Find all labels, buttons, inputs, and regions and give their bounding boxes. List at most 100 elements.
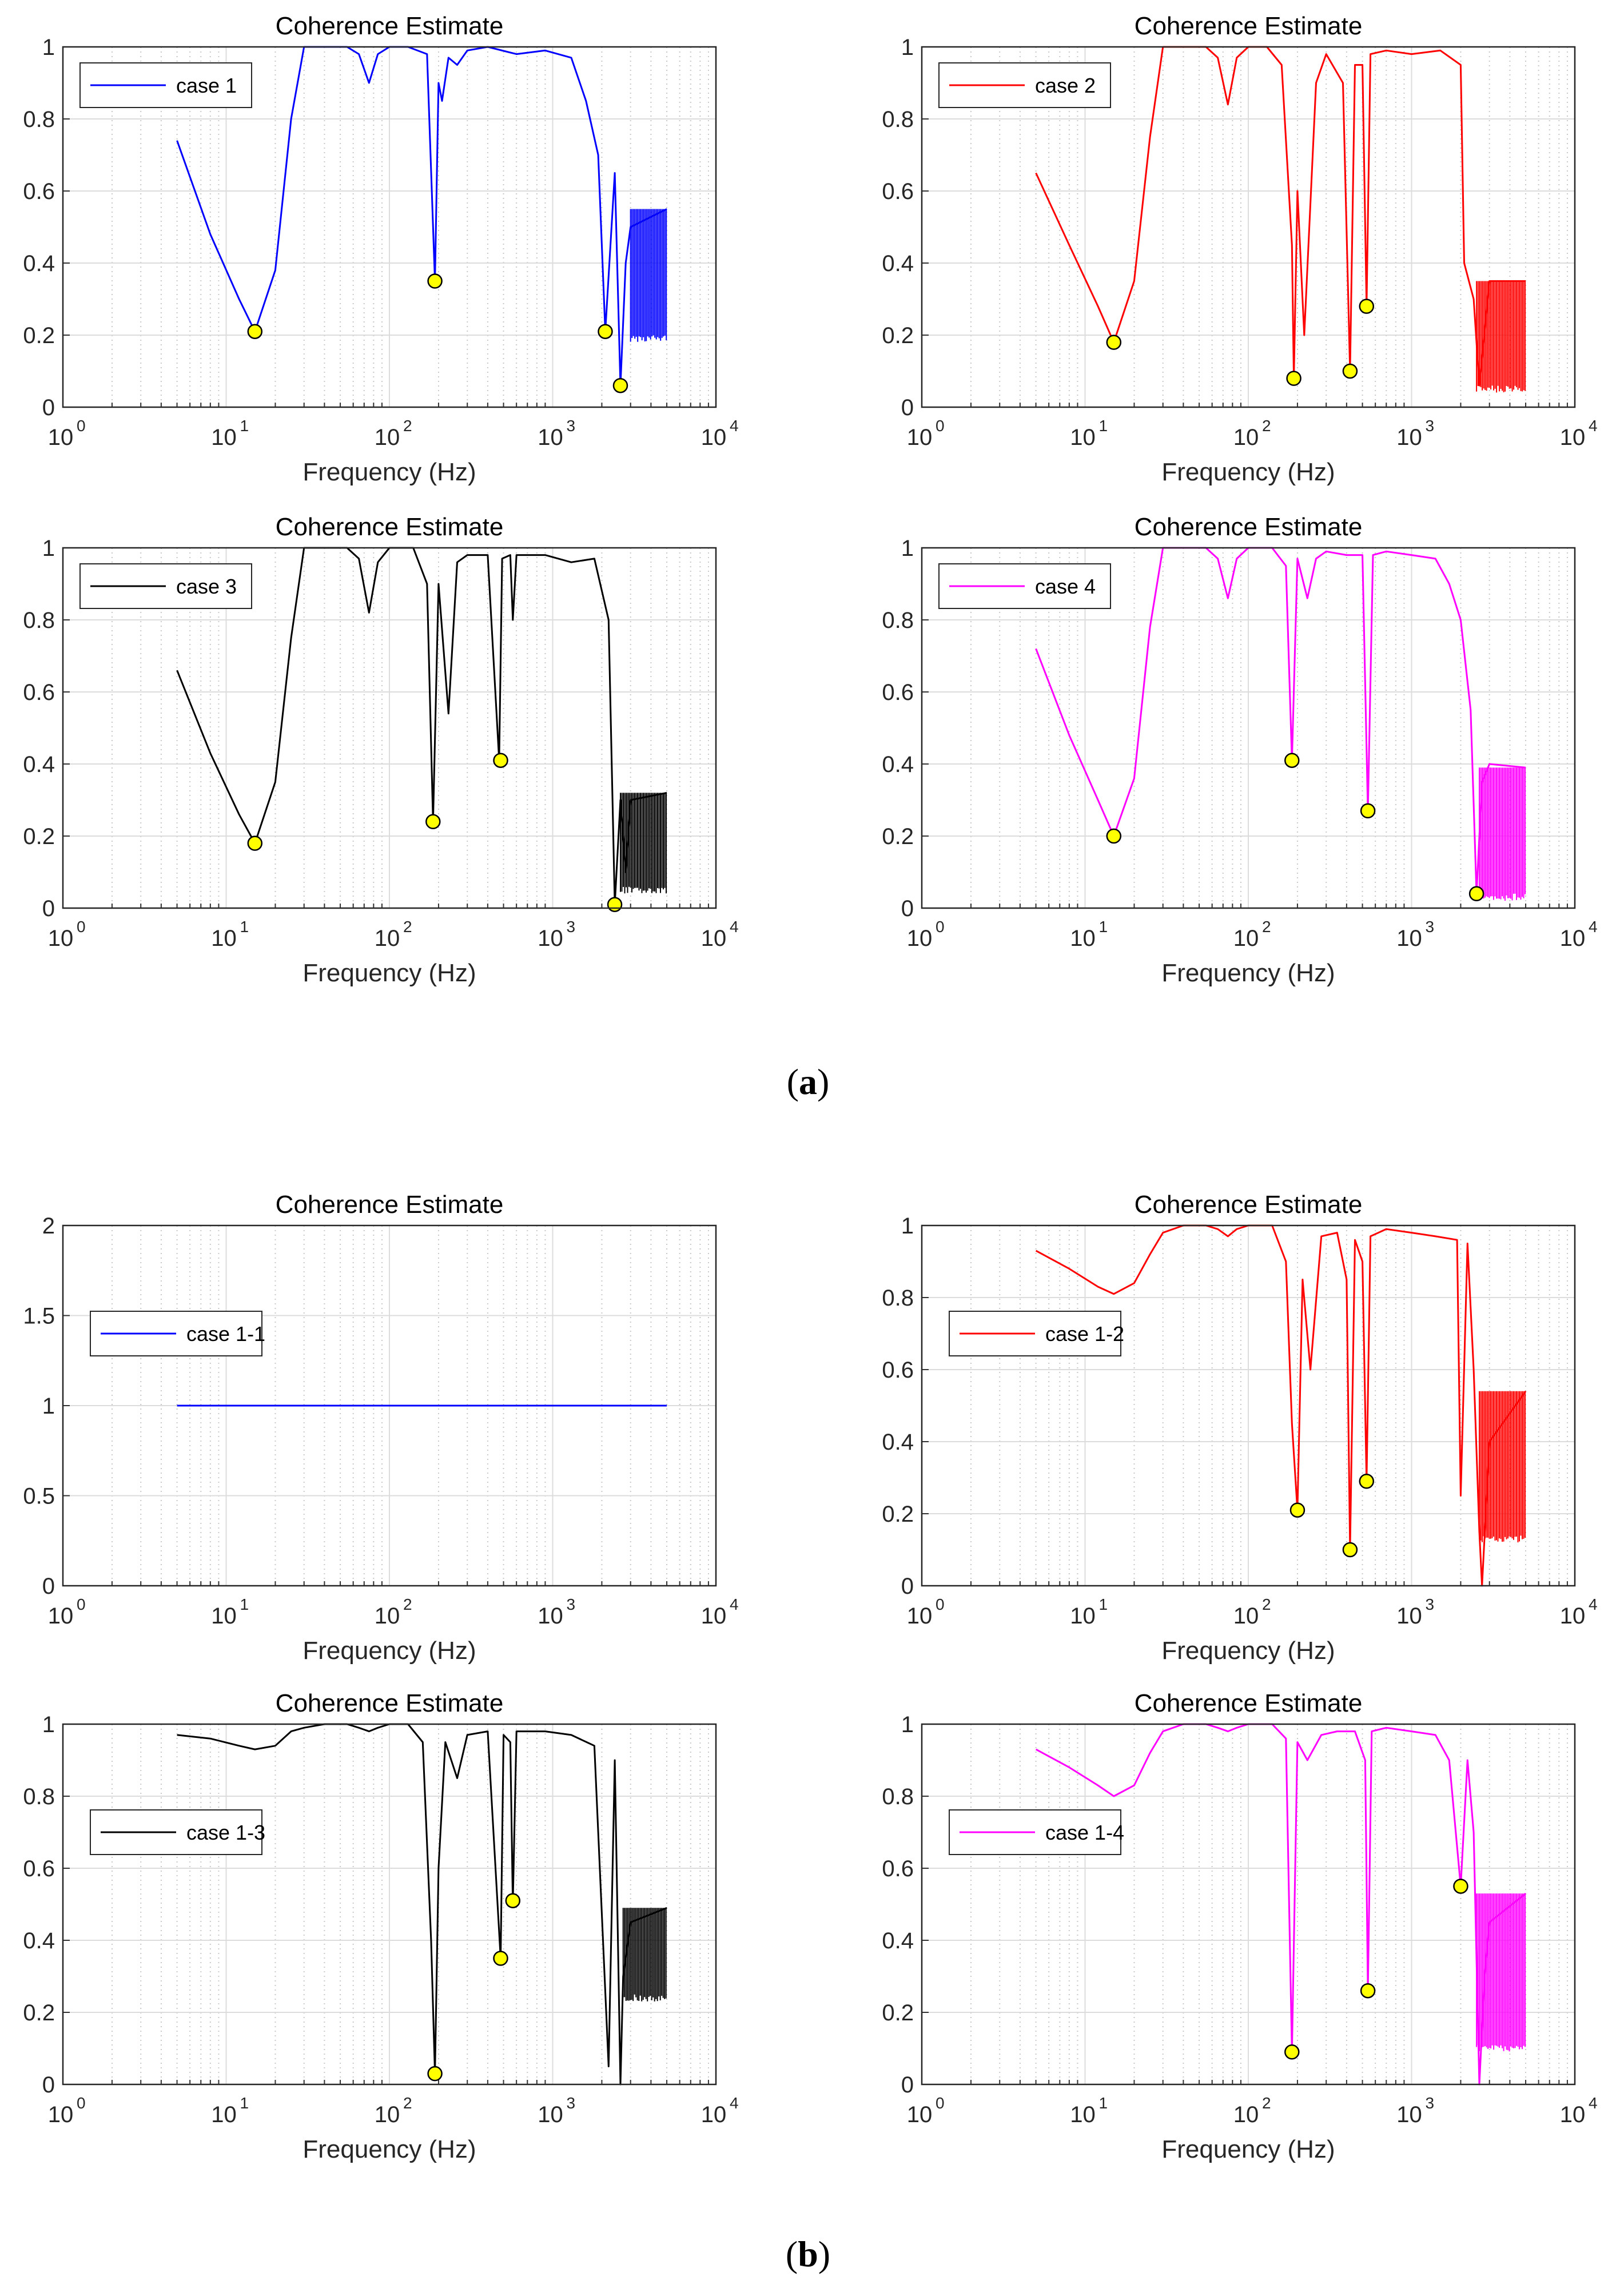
y-tick-label: 0.8 — [882, 608, 914, 633]
x-axis-label: Frequency (Hz) — [1161, 2135, 1335, 2163]
x-tick-exponent: 0 — [77, 2094, 86, 2112]
x-tick-label: 10 — [48, 1603, 74, 1629]
chart-title: Coherence Estimate — [1135, 513, 1363, 541]
x-tick-exponent: 3 — [567, 918, 576, 936]
y-tick-label: 0.8 — [882, 1784, 914, 1809]
y-tick-label: 0.5 — [23, 1484, 55, 1509]
x-tick-exponent: 0 — [77, 417, 86, 435]
x-tick-exponent: 4 — [730, 918, 739, 936]
minimum-marker — [1106, 335, 1122, 350]
x-tick-label: 10 — [701, 1603, 727, 1629]
y-tick-label: 0.2 — [23, 2000, 55, 2026]
minimum-marker — [427, 2066, 443, 2082]
y-tick-label: 0.2 — [23, 323, 55, 348]
x-tick-exponent: 1 — [1099, 918, 1108, 936]
x-tick-exponent: 1 — [240, 1595, 249, 1613]
x-tick-label: 10 — [375, 425, 400, 450]
x-tick-label: 10 — [1233, 425, 1259, 450]
x-tick-label: 10 — [211, 2102, 237, 2127]
minimum-marker — [493, 753, 508, 768]
x-tick-exponent: 3 — [1426, 417, 1435, 435]
x-tick-exponent: 2 — [1262, 918, 1271, 936]
x-tick-exponent: 3 — [567, 1595, 576, 1613]
x-tick-label: 10 — [1070, 926, 1096, 951]
x-tick-exponent: 4 — [1589, 918, 1598, 936]
minimum-marker — [1284, 2044, 1300, 2060]
minimum-marker — [505, 1893, 521, 1908]
x-tick-label: 10 — [1396, 425, 1422, 450]
y-tick-label: 0.6 — [23, 1856, 55, 1881]
series-line-1 — [176, 46, 667, 387]
chart-title: Coherence Estimate — [276, 513, 504, 541]
x-tick-label: 10 — [1233, 1603, 1259, 1629]
panel-label-b: (b) — [785, 2234, 831, 2274]
x-tick-exponent: 0 — [936, 918, 945, 936]
x-tick-label: 10 — [48, 425, 74, 450]
x-tick-exponent: 4 — [730, 417, 739, 435]
axes-box — [62, 46, 717, 408]
y-tick-label: 1 — [42, 1712, 55, 1737]
axes-box — [62, 1723, 717, 2086]
legend: case 1-3 — [90, 1809, 265, 1855]
minimum-marker — [1342, 1542, 1358, 1558]
legend: case 1-4 — [949, 1809, 1124, 1855]
x-tick-exponent: 2 — [403, 417, 412, 435]
y-tick-label: 0.4 — [23, 251, 55, 276]
y-tick-label: 0.4 — [23, 752, 55, 777]
x-tick-exponent: 1 — [1099, 2094, 1108, 2112]
x-axis-label: Frequency (Hz) — [302, 1637, 476, 1665]
x-tick-exponent: 0 — [936, 2094, 945, 2112]
axes-box — [921, 1723, 1576, 2086]
y-tick-label: 0.6 — [23, 179, 55, 204]
x-tick-exponent: 2 — [403, 918, 412, 936]
minimum-marker — [1360, 1983, 1376, 1999]
y-tick-label: 0.2 — [882, 2000, 914, 2026]
y-tick-label: 1 — [901, 536, 914, 561]
minimum-marker — [1360, 803, 1376, 819]
y-tick-label: 0.6 — [882, 179, 914, 204]
y-tick-label: 1 — [901, 1213, 914, 1239]
x-tick-label: 10 — [1560, 1603, 1586, 1629]
y-tick-label: 0.6 — [23, 680, 55, 705]
axes-box — [921, 547, 1576, 909]
series-line-1 — [1035, 1723, 1527, 2086]
y-tick-label: 0.2 — [23, 824, 55, 849]
x-tick-exponent: 1 — [240, 918, 249, 936]
x-tick-label: 10 — [1233, 926, 1259, 951]
minimum-marker — [427, 273, 443, 289]
y-tick-label: 0.2 — [882, 824, 914, 849]
y-tick-label: 0.4 — [882, 752, 914, 777]
x-tick-label: 10 — [1070, 1603, 1096, 1629]
y-tick-label: 0 — [901, 395, 914, 420]
x-axis-label: Frequency (Hz) — [302, 2135, 476, 2163]
legend-label: case 2 — [1035, 74, 1096, 97]
x-tick-label: 10 — [1560, 2102, 1586, 2127]
minimum-marker — [247, 835, 263, 851]
x-tick-exponent: 0 — [77, 1595, 86, 1613]
legend-label: case 1-4 — [1045, 1821, 1124, 1844]
x-tick-label: 10 — [538, 2102, 563, 2127]
y-tick-label: 0.6 — [882, 1358, 914, 1383]
x-tick-label: 10 — [211, 425, 237, 450]
x-tick-label: 10 — [1070, 2102, 1096, 2127]
x-tick-label: 10 — [907, 425, 933, 450]
x-tick-exponent: 2 — [403, 1595, 412, 1613]
axes-box — [62, 547, 717, 909]
x-tick-exponent: 1 — [1099, 1595, 1108, 1613]
x-tick-exponent: 3 — [567, 417, 576, 435]
chart-title: Coherence Estimate — [1135, 1689, 1363, 1717]
legend-label: case 4 — [1035, 575, 1096, 598]
x-tick-exponent: 2 — [403, 2094, 412, 2112]
x-tick-exponent: 1 — [1099, 417, 1108, 435]
x-tick-exponent: 4 — [730, 2094, 739, 2112]
y-tick-label: 0.6 — [882, 1856, 914, 1881]
x-tick-exponent: 2 — [1262, 1595, 1271, 1613]
x-tick-label: 10 — [701, 2102, 727, 2127]
series-line-1 — [1035, 547, 1526, 895]
y-tick-label: 0.2 — [882, 323, 914, 348]
y-tick-label: 1 — [42, 536, 55, 561]
x-tick-label: 10 — [375, 2102, 400, 2127]
minimum-marker — [607, 897, 623, 912]
